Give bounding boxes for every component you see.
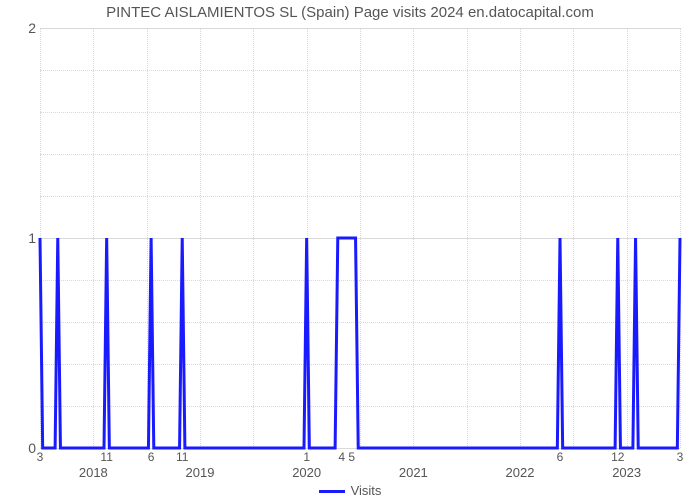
- visits-line: [40, 238, 680, 448]
- legend: Visits: [0, 483, 700, 498]
- x-value-label: 11: [100, 450, 112, 464]
- visits-chart: PINTEC AISLAMIENTOS SL (Spain) Page visi…: [0, 0, 700, 500]
- line-series: [40, 28, 680, 448]
- x-year-label: 2018: [79, 465, 108, 480]
- x-year-label: 2020: [292, 465, 321, 480]
- x-value-label: 4 5: [338, 450, 355, 464]
- y-tick-label: 1: [6, 230, 36, 246]
- x-value-label: 12: [611, 450, 624, 464]
- x-value-label: 1: [303, 450, 310, 464]
- plot-area: [40, 28, 680, 448]
- x-year-label: 2022: [506, 465, 535, 480]
- x-value-label: 3: [677, 450, 684, 464]
- x-value-label: 3: [37, 450, 44, 464]
- x-value-label: 6: [148, 450, 155, 464]
- x-year-label: 2023: [612, 465, 641, 480]
- y-tick-label: 0: [6, 440, 36, 456]
- legend-label: Visits: [351, 483, 382, 498]
- x-year-label: 2019: [186, 465, 215, 480]
- x-year-label: 2021: [399, 465, 428, 480]
- x-value-label: 6: [557, 450, 564, 464]
- gridline-vertical: [680, 28, 681, 448]
- y-tick-label: 2: [6, 20, 36, 36]
- legend-swatch: [319, 490, 345, 493]
- x-value-label: 11: [176, 450, 188, 464]
- chart-title: PINTEC AISLAMIENTOS SL (Spain) Page visi…: [0, 4, 700, 21]
